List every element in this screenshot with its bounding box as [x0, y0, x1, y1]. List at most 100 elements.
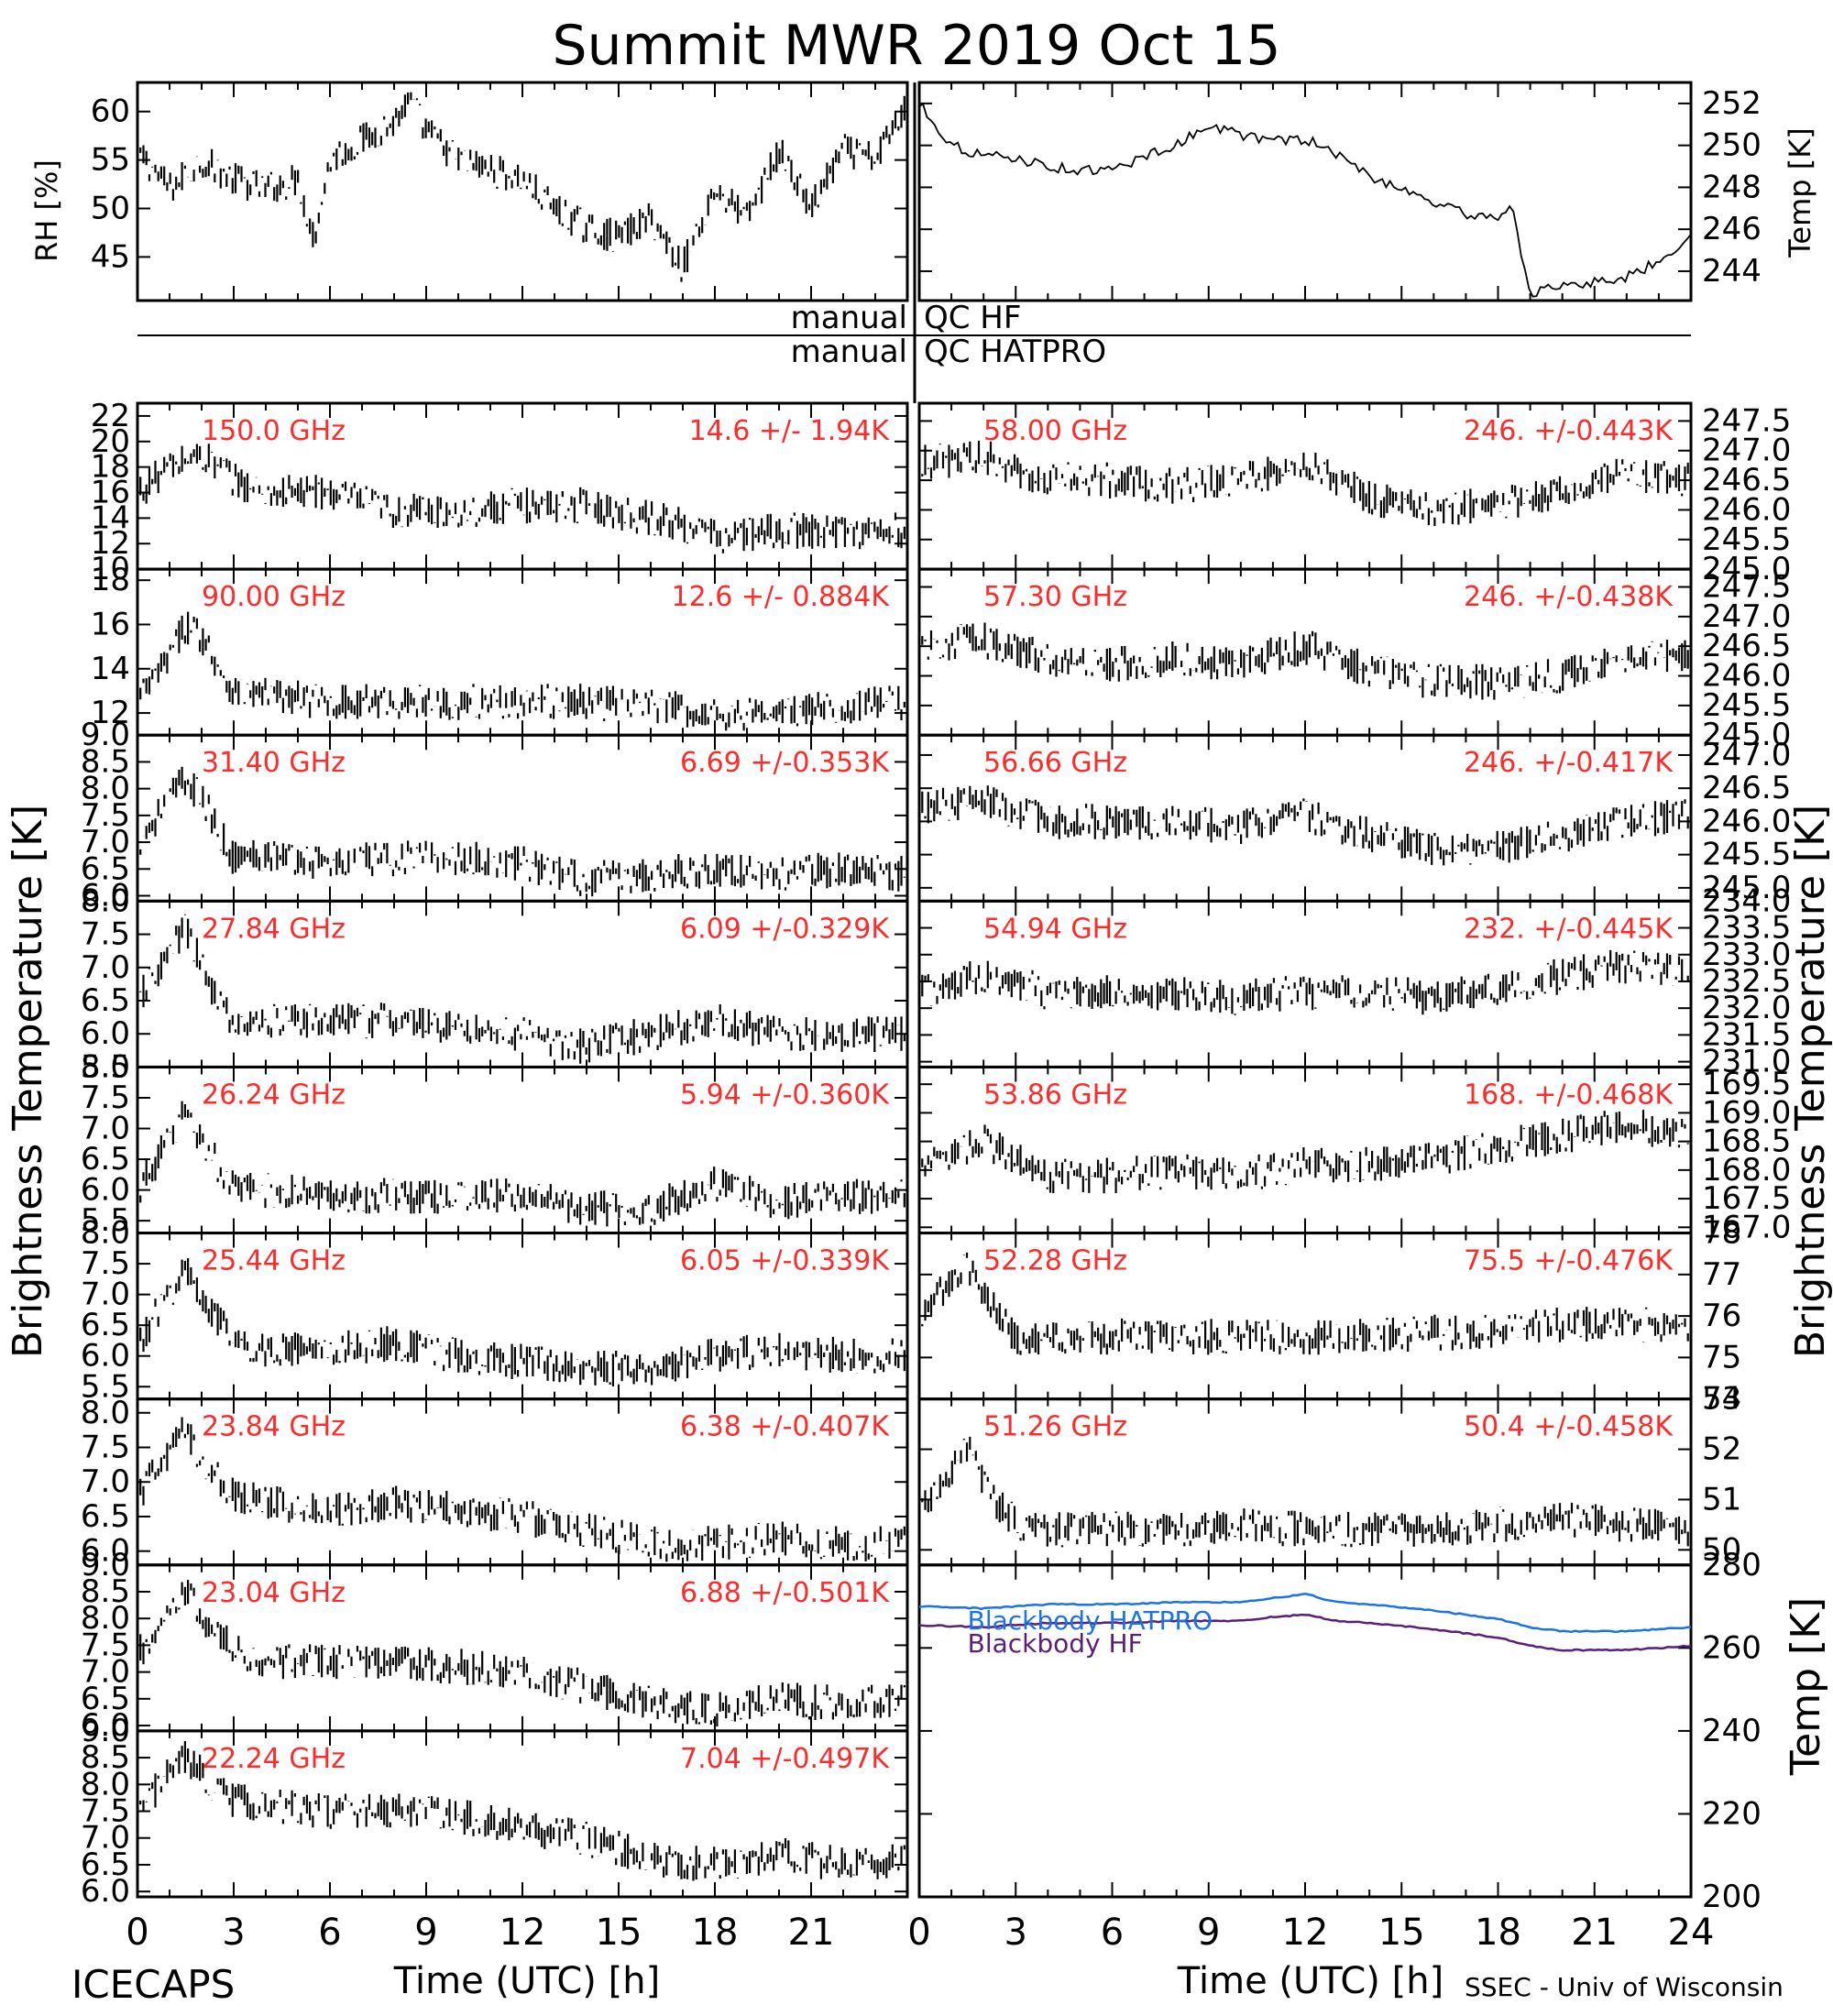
y-tick-label: 6.0 [81, 1533, 130, 1570]
y-tick-label: 9.0 [81, 717, 130, 753]
data-points [136, 914, 909, 1064]
x-tick-label-left: 21 [788, 1912, 835, 1954]
y-tick-label: 8.0 [81, 1048, 130, 1085]
y-tick-label: 252 [1702, 85, 1762, 122]
y-tick-label: 6.0 [81, 1172, 130, 1209]
y-tick-label: 247.0 [1702, 433, 1791, 469]
y-tick-label: 246.0 [1702, 491, 1791, 528]
data-points [917, 1110, 1693, 1194]
y-tick-label: 12 [91, 525, 130, 562]
frequency-label: 53.86 GHz [983, 1079, 1127, 1111]
footer-right: SSEC - Univ of Wisconsin [1465, 1972, 1784, 2002]
footer-left: ICECAPS [71, 1962, 235, 2007]
panel-frame [136, 81, 909, 302]
y-tick-label: 7.0 [81, 824, 130, 860]
x-tick-label-left: 18 [692, 1912, 739, 1954]
panel-p52: 74 75 76 77 78 52.28 GHz 75.5 +/-0.476K [917, 1215, 1741, 1418]
x-tick-label-right: 3 [1004, 1912, 1027, 1954]
y-tick-label: 260 [1702, 1629, 1762, 1666]
y-tick-label: 7.5 [81, 1793, 130, 1830]
series-line-1 [918, 103, 1692, 298]
x-tick-label-right: 0 [907, 1912, 930, 1954]
y-tick-label: 8.0 [81, 771, 130, 807]
panel-p26: 5.56.06.57.07.58.026.24 GHz 5.94 +/-0.360… [81, 1048, 909, 1239]
y-tick-label: 7.5 [81, 1627, 130, 1663]
panel-temp: 244 246 248 250 252 [917, 81, 1762, 302]
stat-label: 6.05 +/-0.339K [680, 1245, 890, 1277]
panel-p25: 5.56.06.57.07.58.0 25.44 GHz 6.05 +/-0.339… [81, 1215, 909, 1405]
y-tick-label: 233.5 [1702, 910, 1791, 947]
panel-p23_04: 6.06.57.07.58.08.59.0 23.04 GHz 6.88 +/-0.… [81, 1547, 909, 1744]
y-tick-label: 51 [1702, 1481, 1741, 1517]
y-tick-label: 7.0 [81, 949, 130, 986]
frequency-label: 150.0 GHz [202, 415, 346, 447]
y-tick-label: 55 [91, 142, 130, 179]
y-tick-label: 245.5 [1702, 687, 1791, 724]
stat-label: 6.38 +/-0.407K [680, 1411, 890, 1443]
y-tick-label: 7.5 [81, 797, 130, 834]
y-tick-label: 247.0 [1702, 598, 1791, 635]
y-tick-label: 14 [91, 499, 130, 536]
legend-blackbody-hf: Blackbody HF [968, 1628, 1143, 1659]
y-tick-label: 7.0 [81, 1111, 130, 1147]
stat-label: 246. +/-0.438K [1464, 581, 1674, 613]
x-tick-label-right: 24 [1668, 1912, 1715, 1954]
y-tick-label: 247.0 [1702, 737, 1791, 773]
y-tick-label: 10 [91, 551, 130, 587]
y-tick-label: 16 [91, 606, 130, 642]
y-tick-label: 245.0 [1702, 717, 1791, 753]
y-tick-label: 246 [1702, 211, 1762, 247]
panel-p22: 6.06.57.07.58.08.59.0 22.24 GHz 7.04 +/-0.… [81, 1713, 909, 1910]
y-tick-label: 6.0 [81, 1338, 130, 1375]
stat-label: 7.04 +/-0.497K [680, 1743, 890, 1775]
y-tick-label: 6.5 [81, 982, 130, 1019]
y-tick-label: 245.0 [1702, 551, 1791, 587]
y-tick-label: 6.0 [81, 1015, 130, 1052]
stat-label: 6.09 +/-0.329K [680, 913, 890, 945]
x-tick-label-left: 6 [318, 1912, 341, 1954]
data-points [917, 622, 1693, 700]
y-tick-label: 6.0 [81, 1707, 130, 1744]
data-points [917, 440, 1693, 526]
stat-label: 14.6 +/- 1.94K [689, 415, 891, 447]
y-tick-label: 168.0 [1702, 1152, 1791, 1189]
panel-p51: 50 51 52 53 51.26 GHz 50.4 +/-0.458K [917, 1381, 1741, 1568]
frequency-label: 56.66 GHz [983, 747, 1127, 779]
frequency-label: 25.44 GHz [202, 1245, 346, 1277]
stat-label: 246. +/-0.443K [1464, 415, 1674, 447]
y-tick-label: 53 [1702, 1381, 1741, 1418]
qc-hatpro-right-label: QC HATPRO [924, 334, 1106, 370]
x-axis-title-left: Time (UTC) [h] [393, 1960, 660, 2002]
y-tick-label: 7.5 [81, 1079, 130, 1116]
y-tick-label: 245.5 [1702, 521, 1791, 558]
y-tick-label: 232.5 [1702, 963, 1791, 1000]
panel-blackbody: 200 220 240 260 280 Blackbody HATPROBlackbody… [917, 1547, 1762, 1915]
y-tick-label: 9.0 [81, 1547, 130, 1583]
x-tick-label-left: 15 [596, 1912, 642, 1954]
y-tick-label: 246.5 [1702, 770, 1791, 806]
y-tick-label: 7.5 [81, 916, 130, 953]
y-tick-label: 6.5 [81, 850, 130, 887]
y-tick-label: 167.0 [1702, 1209, 1791, 1245]
data-points [136, 1741, 909, 1881]
y-tick-label: 18 [91, 562, 130, 598]
frequency-label: 27.84 GHz [202, 913, 346, 945]
y-tick-label: 169.5 [1702, 1066, 1791, 1102]
y-tick-label: 245.0 [1702, 870, 1791, 906]
stat-label: 6.69 +/-0.353K [680, 747, 890, 779]
y-tick-label: 246.5 [1702, 462, 1791, 499]
x-tick-label-left: 3 [222, 1912, 245, 1954]
panel-frame [917, 81, 1693, 302]
panel-p23_84: 6.06.57.07.58.0 23.84 GHz 6.38 +/-0.407K [81, 1395, 909, 1570]
x-tick-label-right: 9 [1197, 1912, 1220, 1954]
y-tick-label: 16 [91, 475, 130, 511]
y-tick-label: 6.0 [81, 877, 130, 914]
y-tick-label: 8.0 [81, 1600, 130, 1637]
rh-axis-title: RH [%] [29, 159, 64, 262]
